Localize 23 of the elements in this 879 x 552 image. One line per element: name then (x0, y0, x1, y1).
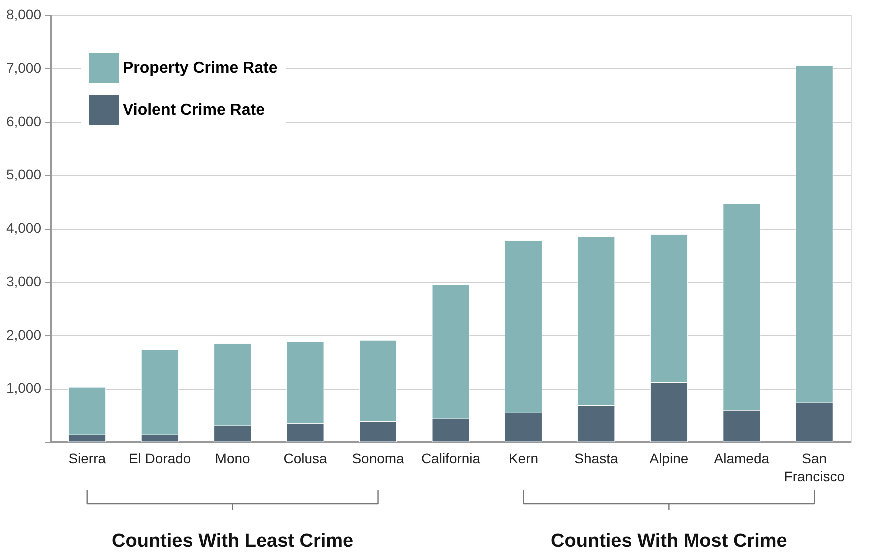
x-tick-label: Kern (508, 450, 539, 466)
x-tick-label: El Dorado (128, 450, 192, 466)
x-tick-label: Mono (215, 450, 251, 466)
legend-label: Property Crime Rate (123, 60, 278, 77)
y-tick-label: 4,000 (6, 220, 42, 236)
annotation: Counties With Least Crime (112, 531, 354, 552)
x-tick-label: Alpine (650, 450, 689, 466)
x-tick-label: Alameda (714, 450, 770, 466)
y-tick-label: 7,000 (6, 60, 42, 76)
y-tick-label: 5,000 (6, 166, 42, 183)
y-tick-label: 6,000 (6, 113, 42, 130)
y-tick-label: 1,000 (6, 380, 42, 396)
x-tick-label: California (421, 450, 481, 466)
y-tick-label: 8,000 (6, 6, 42, 22)
x-tick-label: San Francisco (784, 450, 846, 484)
x-tick-label: Sierra (68, 450, 106, 466)
y-tick-label: 3,000 (6, 273, 42, 290)
x-tick-label: Colusa (284, 450, 328, 466)
x-tick-label: Shasta (574, 450, 618, 466)
x-tick-label: Sonoma (352, 450, 405, 466)
y-tick-label: 2,000 (6, 326, 42, 343)
annotation: Counties With Most Crime (551, 531, 788, 552)
legend-label: Violent Crime Rate (123, 102, 266, 119)
